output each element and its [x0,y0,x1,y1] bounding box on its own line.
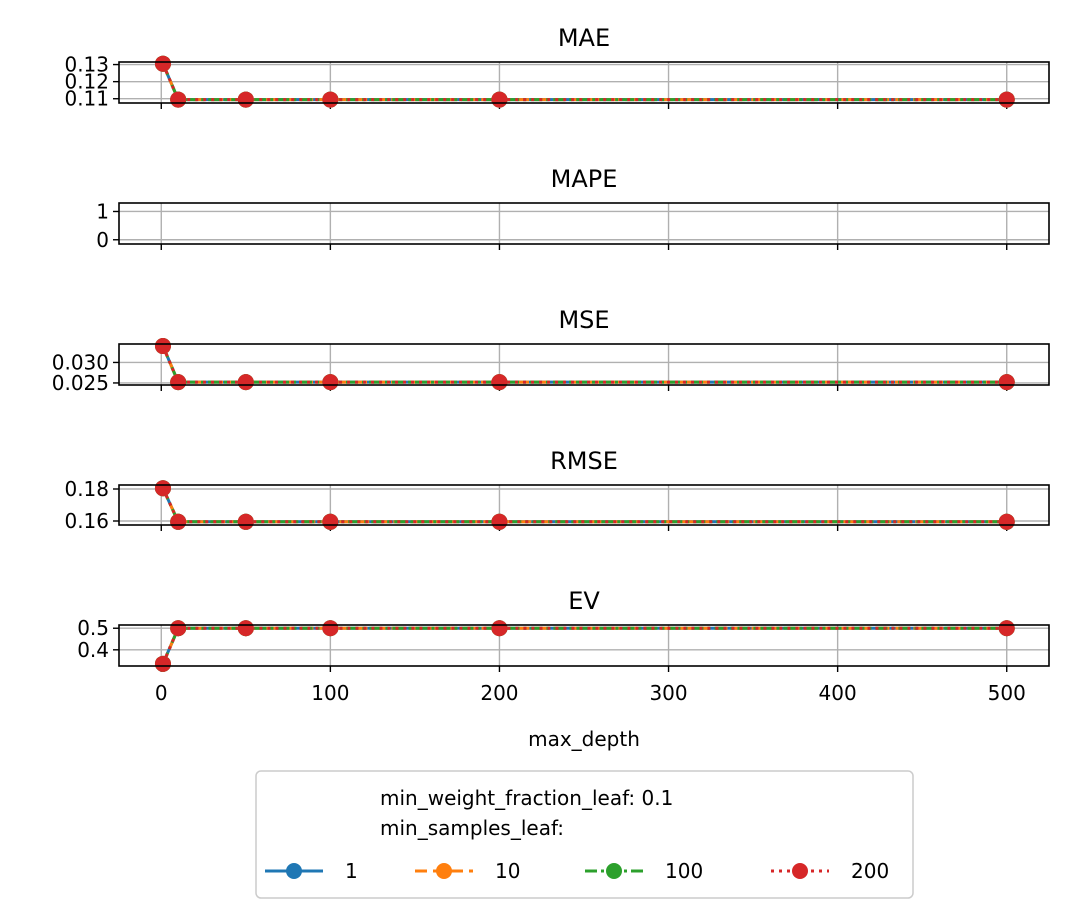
data-point-200 [491,513,508,530]
data-point-200 [322,620,339,637]
series-line-1 [161,345,1007,384]
legend-title: min_samples_leaf: [380,816,564,840]
data-point-200 [170,513,187,530]
data-point-200 [998,91,1015,108]
data-point-200 [998,620,1015,637]
legend-label-10: 10 [495,859,520,883]
data-point-200 [154,55,171,72]
data-point-200 [322,91,339,108]
plot-area [154,620,1015,672]
y-tick-label: 0.16 [64,509,109,533]
legend-label-100: 100 [665,859,703,883]
data-point-200 [998,513,1015,530]
data-point-200 [154,338,171,355]
axes-frame [118,202,1050,245]
axes-frame [118,624,1050,667]
data-point-200 [237,374,254,391]
plot-area [154,338,1015,391]
data-point-200 [491,374,508,391]
x-tick-label: 500 [988,681,1026,705]
series-line-200 [161,626,1007,665]
plot-area [154,480,1015,530]
data-point-200 [237,91,254,108]
series-line-100 [161,487,1007,524]
series-line-10 [161,345,1007,384]
x-tick-label: 400 [819,681,857,705]
legend-label-200: 200 [851,859,889,883]
subplot-mae: MAE 0.110.120.13 [64,24,1050,111]
x-tick-label: 300 [649,681,687,705]
subplot-title: MSE [558,306,609,334]
y-tick-label: 0.18 [64,477,109,501]
series-line-200 [161,487,1007,524]
x-axis-label: max_depth [528,727,640,751]
legend: min_weight_fraction_leaf: 0.1 min_samples… [255,770,914,899]
series-line-10 [161,487,1007,524]
x-tick-label: 100 [311,681,349,705]
series-line-200 [161,345,1007,384]
data-point-200 [322,513,339,530]
y-tick-label: 0.11 [64,87,109,111]
legend-marker-1 [286,863,302,879]
x-tick-label: 0 [155,681,168,705]
series-line-100 [161,626,1007,665]
plot-area [154,55,1015,108]
y-tick-label: 0.030 [52,350,109,374]
subplot-rmse: RMSE 0.16 0.18 [64,447,1050,533]
legend-label-1: 1 [345,859,358,883]
subplot-title: MAPE [551,165,618,193]
y-tick-label: 0.12 [64,70,109,94]
subplot-mape: MAPE 0 1 [96,165,1050,252]
data-point-200 [170,620,187,637]
axes-frame [118,61,1050,104]
subplot-ev: EV 0.40.5 0 100 200 300 400 500 max_depth [77,587,1050,751]
data-point-200 [998,374,1015,391]
data-point-200 [237,620,254,637]
series-line-100 [161,345,1007,384]
y-tick-label: 0.025 [52,371,109,395]
axes-frame [118,343,1050,386]
data-point-200 [154,480,171,497]
legend-title: min_weight_fraction_leaf: 0.1 [380,786,673,810]
data-point-200 [170,91,187,108]
legend-marker-100 [606,863,622,879]
y-tick-label: 0.5 [77,616,109,640]
y-tick-label: 0 [96,228,109,252]
subplot-title: RMSE [550,447,618,475]
legend-box [255,770,914,899]
y-tick-label: 0.4 [77,638,109,662]
series-line-1 [161,626,1007,665]
data-point-200 [491,620,508,637]
series-line-1 [161,487,1007,524]
y-tick-label: 0.13 [64,53,109,77]
data-point-200 [491,91,508,108]
data-point-200 [322,374,339,391]
data-point-200 [237,513,254,530]
x-tick-label: 200 [480,681,518,705]
axes-frame [118,484,1050,526]
subplot-title: EV [568,587,600,615]
legend-marker-200 [792,863,808,879]
y-tick-label: 1 [96,199,109,223]
data-point-200 [154,655,171,672]
data-point-200 [170,374,187,391]
series-line-10 [161,626,1007,665]
subplot-title: MAE [558,24,610,52]
legend-marker-10 [436,863,452,879]
